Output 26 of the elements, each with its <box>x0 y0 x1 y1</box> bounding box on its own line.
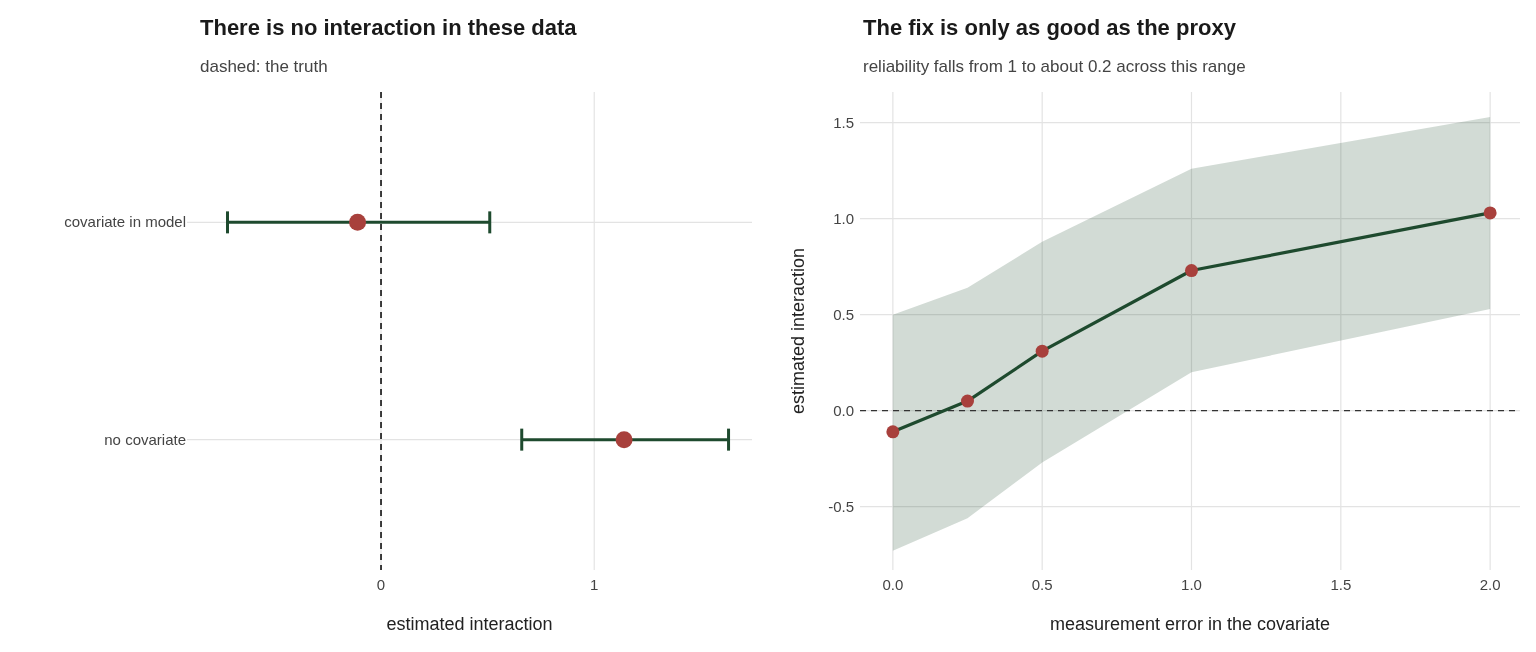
chart-title: The fix is only as good as the proxy <box>863 15 1237 40</box>
y-tick-label: covariate in model <box>64 213 186 231</box>
y-tick-label: -0.5 <box>828 497 854 515</box>
y-axis-title: estimated interaction <box>788 247 808 415</box>
y-tick-label: 0.5 <box>833 305 854 323</box>
x-tick-label: 0.5 <box>1031 576 1053 593</box>
chart-subtitle: reliability falls from 1 to about 0.2 across this range <box>863 57 1246 76</box>
y-tick-label: 1.5 <box>833 113 854 131</box>
point <box>961 394 975 408</box>
x-tick-label: 2.0 <box>1479 576 1501 593</box>
y-tick-label: 0.0 <box>833 401 854 419</box>
x-tick-label: 0 <box>376 576 386 593</box>
chart-subtitle: dashed: the truth <box>200 57 328 76</box>
y-tick-label: 1.0 <box>833 209 854 227</box>
x-axis-title: estimated interaction <box>386 614 553 634</box>
x-tick-label: 1.5 <box>1330 576 1352 593</box>
x-tick-label: 1 <box>590 576 599 593</box>
x-tick-label: 0.0 <box>882 576 904 593</box>
point <box>1184 264 1198 278</box>
x-axis-title: measurement error in the covariate <box>1049 614 1331 634</box>
chart-title: There is no interaction in these data <box>200 15 578 40</box>
point <box>886 425 900 439</box>
point <box>1483 206 1497 220</box>
point <box>1035 344 1049 358</box>
x-tick-label: 1.0 <box>1181 576 1202 593</box>
y-tick-label: no covariate <box>104 430 186 448</box>
